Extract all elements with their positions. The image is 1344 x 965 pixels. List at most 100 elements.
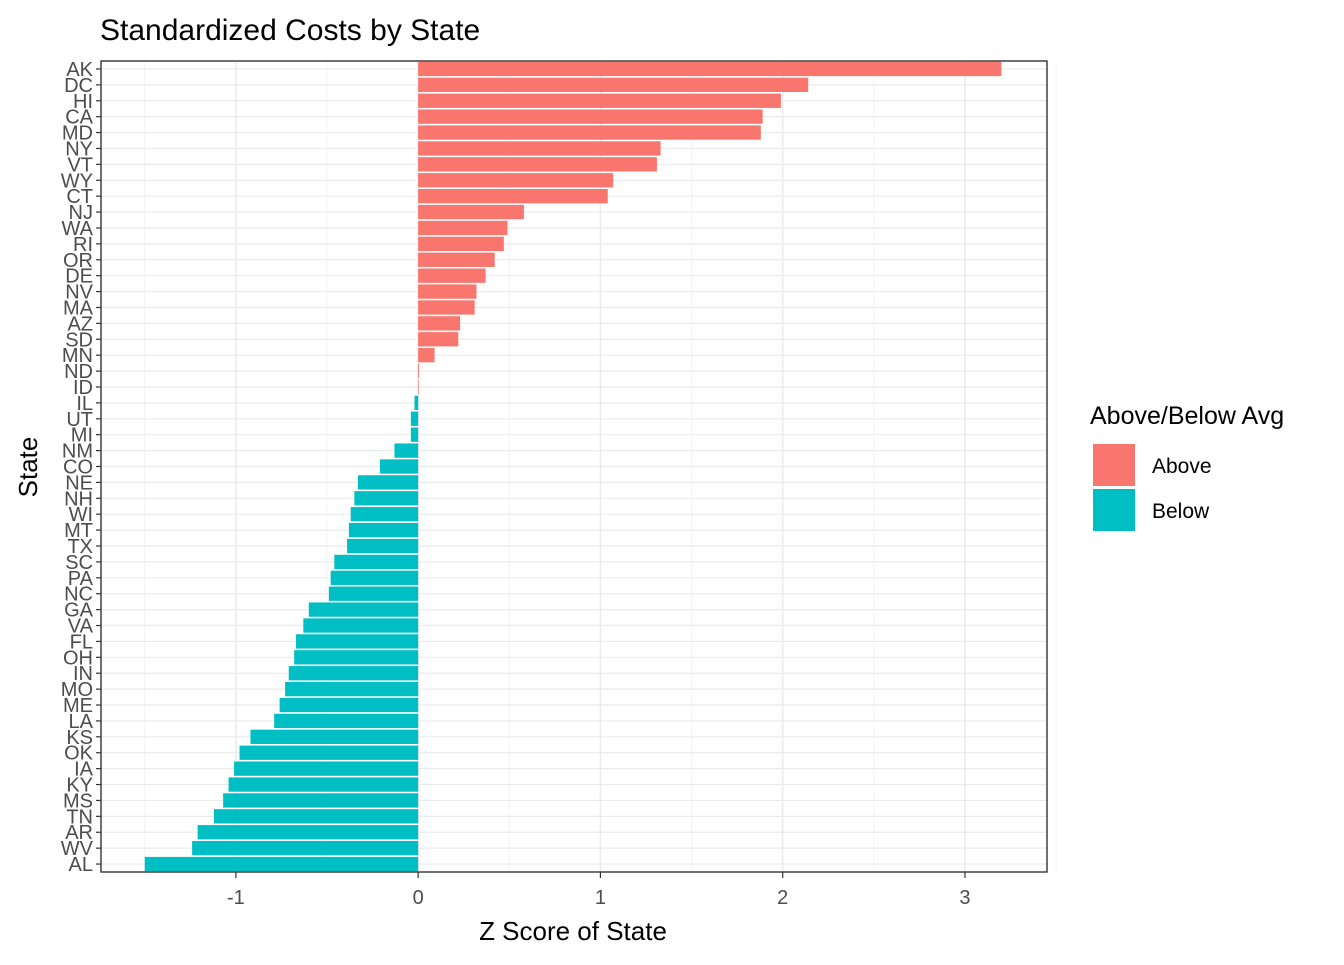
- bar-tx: [347, 538, 419, 554]
- y-tick-label: WY: [61, 170, 93, 192]
- y-tick-label: SD: [65, 329, 93, 351]
- bar-hi: [418, 93, 781, 108]
- bar-ny: [418, 141, 661, 156]
- bar-nd: [418, 363, 420, 379]
- bar-al: [144, 856, 419, 872]
- bar-ky: [228, 777, 419, 792]
- bar-or: [418, 252, 495, 267]
- x-tick-label: 1: [595, 887, 606, 909]
- y-tick-label: AR: [65, 822, 93, 844]
- x-axis-ticks: -1 0 1 2 3: [227, 872, 971, 909]
- y-tick-label: DE: [65, 266, 93, 288]
- bar-wi: [350, 507, 419, 522]
- bar-mo: [285, 681, 419, 697]
- x-tick-label: 2: [777, 887, 788, 909]
- bar-dc: [418, 77, 809, 93]
- bar-va: [303, 618, 419, 633]
- bar-ne: [358, 475, 419, 490]
- bar-wy: [418, 173, 614, 188]
- y-tick-label: MA: [63, 297, 94, 319]
- x-tick-label: 3: [959, 887, 970, 909]
- bar-wa: [418, 220, 508, 236]
- y-tick-label: NH: [64, 488, 93, 510]
- y-tick-label: OK: [64, 743, 94, 765]
- bar-md: [418, 125, 761, 140]
- y-tick-label: MO: [61, 679, 93, 701]
- bar-ia: [234, 761, 419, 776]
- bar-ut: [410, 411, 419, 426]
- y-tick-label: DC: [64, 75, 93, 97]
- y-tick-label: AZ: [67, 313, 93, 335]
- bar-ct: [418, 189, 608, 204]
- bar-sd: [418, 332, 459, 347]
- x-tick-label: 0: [413, 887, 424, 909]
- y-tick-label: KS: [66, 727, 93, 749]
- y-tick-label: ND: [64, 361, 93, 383]
- y-tick-label: PA: [68, 568, 94, 590]
- y-tick-label: NV: [65, 282, 93, 304]
- bar-me: [279, 697, 419, 713]
- bar-nv: [418, 284, 477, 299]
- bar-in: [288, 666, 419, 681]
- bar-id: [418, 379, 419, 395]
- legend-key-above: [1093, 444, 1135, 486]
- y-tick-label: RI: [73, 234, 93, 256]
- bar-fl: [296, 634, 419, 649]
- y-tick-label: FL: [70, 631, 93, 653]
- bar-ak: [418, 61, 1002, 77]
- y-tick-label: VT: [67, 154, 93, 176]
- bar-pa: [330, 570, 419, 585]
- bar-nm: [394, 443, 419, 458]
- bar-co: [379, 459, 419, 474]
- y-tick-label: VA: [68, 616, 94, 638]
- bar-wv: [192, 840, 419, 856]
- bar-tn: [214, 809, 419, 824]
- bar-az: [418, 316, 461, 331]
- y-tick-label: IN: [73, 663, 93, 685]
- y-tick-label: IA: [74, 759, 94, 781]
- y-tick-label: NE: [65, 472, 93, 494]
- legend-label-below: Below: [1152, 500, 1210, 523]
- y-tick-label: IL: [76, 393, 93, 415]
- y-tick-label: OH: [63, 647, 93, 669]
- y-tick-label: NC: [64, 584, 93, 606]
- bar-mi: [410, 427, 419, 442]
- y-tick-label: CO: [63, 457, 93, 479]
- bar-mn: [418, 348, 435, 363]
- y-tick-label: MS: [63, 790, 93, 812]
- y-tick-label: UT: [66, 409, 93, 431]
- chart-title: Standardized Costs by State: [100, 14, 480, 47]
- y-tick-label: NJ: [69, 202, 93, 224]
- y-tick-label: LA: [69, 711, 94, 733]
- bar-ga: [308, 602, 419, 617]
- x-tick-label: -1: [227, 887, 245, 909]
- bar-ca: [418, 109, 763, 124]
- y-tick-label: WI: [69, 504, 93, 526]
- y-tick-label: TX: [67, 536, 93, 558]
- legend-label-above: Above: [1152, 455, 1212, 478]
- legend-keys: Above Below: [1093, 444, 1212, 531]
- bars: [144, 61, 1002, 872]
- x-axis-title: Z Score of State: [479, 916, 667, 946]
- bar-la: [274, 713, 419, 729]
- legend: Above/Below Avg Above Below: [1090, 402, 1284, 531]
- y-tick-label: NY: [65, 138, 93, 160]
- bar-nh: [354, 491, 419, 506]
- bar-il: [414, 395, 419, 411]
- y-tick-label: AK: [66, 59, 93, 81]
- bar-oh: [294, 650, 419, 665]
- y-tick-label: SC: [65, 552, 93, 574]
- y-tick-label: ID: [73, 377, 93, 399]
- y-tick-label: OR: [63, 250, 93, 272]
- bar-sc: [334, 554, 419, 570]
- y-axis-ticks: AKDCHICAMDNYVTWYCTNJWARIORDENVMAAZSDMNND…: [61, 59, 101, 876]
- bar-de: [418, 268, 486, 283]
- y-tick-label: CT: [66, 186, 93, 208]
- bar-vt: [418, 157, 657, 172]
- bar-ar: [197, 825, 419, 840]
- bar-ok: [239, 745, 419, 760]
- y-tick-label: ME: [63, 695, 93, 717]
- y-tick-label: TN: [66, 806, 93, 828]
